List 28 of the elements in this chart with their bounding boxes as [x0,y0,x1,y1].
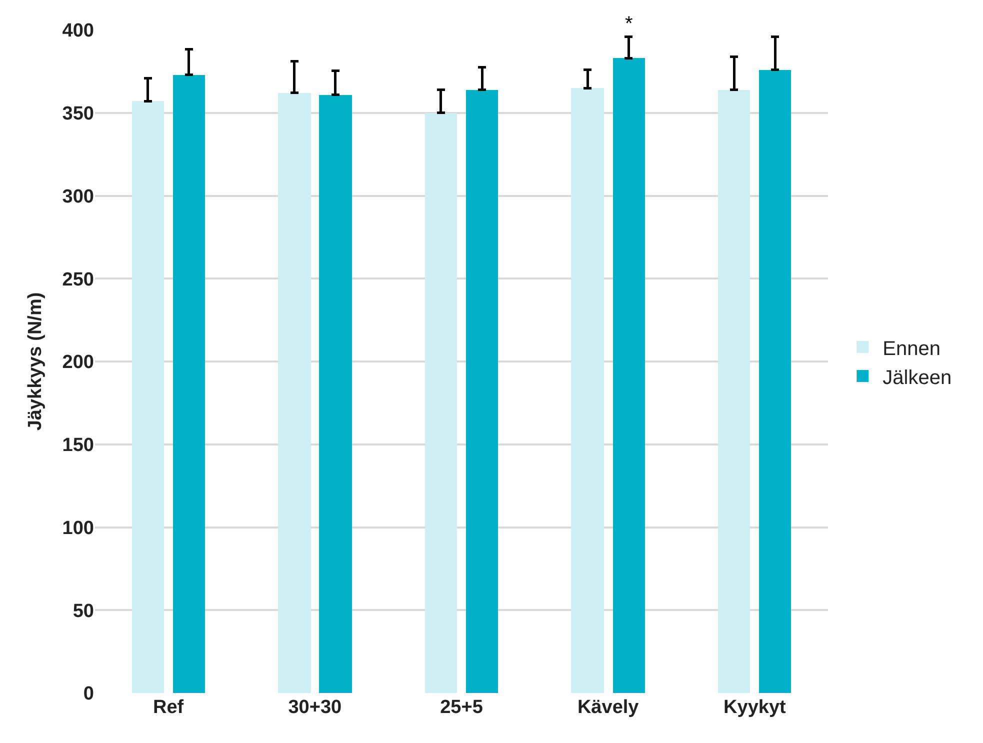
bar [132,101,164,693]
y-tick-label: 100 [62,518,94,539]
y-axis-title: Jäykkyys (N/m) [25,292,46,431]
annotation: * [625,13,633,35]
x-tick-label: Kyykyt [724,697,787,718]
x-tick-label: Kävely [577,697,640,718]
y-tick-label: 250 [62,269,94,290]
x-tick-label: Ref [152,697,184,718]
bar [718,90,750,693]
x-tick-label: 30+30 [288,697,342,718]
x-tick-label: 25+5 [440,697,484,718]
y-tick-label: 0 [83,684,94,705]
legend-label: Jälkeen [882,366,952,389]
legend-label: Ennen [882,338,941,360]
y-tick-label: 400 [62,20,94,42]
bar [173,75,205,693]
bar [466,90,498,693]
y-tick-label: 200 [62,352,94,374]
bar [278,93,311,693]
y-tick-label: 50 [72,600,94,622]
bar [319,95,352,693]
bar [571,88,604,693]
y-tick-label: 150 [62,435,94,456]
bar [613,58,645,693]
bar [759,70,791,693]
y-tick-label: 300 [62,186,94,208]
y-tick-label: 350 [62,104,94,125]
bar [425,113,457,693]
